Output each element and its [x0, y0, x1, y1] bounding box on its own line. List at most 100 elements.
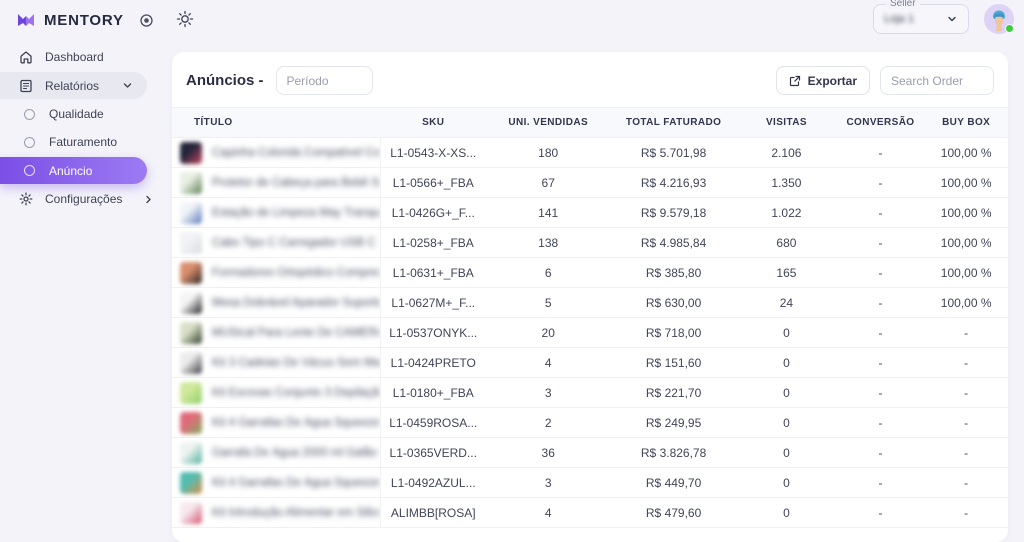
- conversion-cell: -: [878, 355, 883, 370]
- visits-cell: 24: [779, 295, 794, 310]
- product-title: MUSical Para Lente De CÂMERA...: [212, 326, 380, 339]
- buybox-cell: 100,00 %: [940, 145, 992, 160]
- table-row[interactable]: Protetor de Cabeça para Bebê Seg... L1-0…: [172, 167, 1008, 198]
- product-thumbnail: [180, 141, 202, 164]
- product-title: Kit Introdução Alimentar em Silico...: [212, 506, 380, 519]
- report-icon: [18, 78, 33, 93]
- column-header-sku: SKU: [422, 117, 445, 128]
- visits-cell: 165: [776, 265, 797, 280]
- buybox-cell: -: [964, 445, 969, 460]
- home-icon: [18, 50, 33, 65]
- buybox-cell: 100,00 %: [940, 175, 992, 190]
- online-status-dot: [1005, 24, 1014, 33]
- product-title: Protetor de Cabeça para Bebê Seg...: [212, 176, 380, 189]
- sku-cell: L1-0631+_FBA: [392, 265, 474, 280]
- sku-cell: L1-0566+_FBA: [392, 175, 474, 190]
- sidebar-item-faturamento[interactable]: Faturamento: [0, 129, 168, 155]
- mentory-logo-icon: [16, 10, 36, 30]
- table-row[interactable]: Kit Introdução Alimentar em Silico... AL…: [172, 497, 1008, 528]
- units-sold-cell: 5: [544, 295, 552, 310]
- sidebar-item-label: Anúncio: [49, 163, 93, 178]
- gear-icon: [18, 192, 33, 207]
- conversion-cell: -: [878, 265, 883, 280]
- page-title: Anúncios -: [186, 72, 264, 89]
- seller-select[interactable]: Seller Loja 1: [873, 0, 969, 34]
- table-row[interactable]: Kit 4 Garrafas De Água Squeeze Mot... L1…: [172, 407, 1008, 438]
- product-thumbnail: [180, 201, 202, 224]
- sidebar-item-label: Qualidade: [49, 107, 104, 121]
- conversion-cell: -: [878, 235, 883, 250]
- total-revenue-cell: R$ 718,00: [645, 325, 702, 340]
- table-row[interactable]: Cabo Tipo C Carregador USB C 1M... L1-02…: [172, 227, 1008, 258]
- units-sold-cell: 67: [541, 175, 555, 190]
- product-thumbnail: [180, 321, 202, 344]
- units-sold-cell: 2: [544, 415, 552, 430]
- visits-cell: 0: [783, 475, 790, 490]
- sku-cell: L1-0627M+_F...: [391, 295, 476, 310]
- conversion-cell: -: [878, 175, 883, 190]
- table-row[interactable]: Estação de Limpeza May Tranqui... L1-042…: [172, 197, 1008, 228]
- circle-icon: [22, 107, 37, 122]
- sidebar-collapse-icon[interactable]: [136, 10, 156, 30]
- seller-label: Seller: [886, 0, 920, 9]
- brand-name: MENTORY: [44, 11, 124, 29]
- column-header-titulo: Título: [194, 117, 233, 128]
- table-row[interactable]: MUSical Para Lente De CÂMERA... L1-0537O…: [172, 317, 1008, 348]
- buybox-cell: -: [964, 505, 969, 520]
- units-sold-cell: 20: [541, 325, 555, 340]
- product-title: Kit 4 Garrafas De Água Squeeze Mot...: [212, 416, 380, 429]
- table-row[interactable]: Kit 4 Garrafas De Água Squeeze Sq... L1-…: [172, 467, 1008, 498]
- table-row[interactable]: Kit 3 Cadeias De Vácuo Sem Marca... L1-0…: [172, 347, 1008, 378]
- circle-icon: [22, 163, 37, 178]
- column-header-conversao: Conversão: [846, 117, 915, 128]
- total-revenue-cell: R$ 449,70: [645, 475, 702, 490]
- user-avatar[interactable]: [984, 4, 1014, 34]
- table-row[interactable]: Capinha Colorida Compatível Com i... L1-…: [172, 137, 1008, 168]
- buybox-cell: 100,00 %: [940, 265, 992, 280]
- column-header-total-faturado: Total Faturado: [625, 117, 722, 128]
- table-row[interactable]: Mesa Dobrável Aparador Suporte No... L1-…: [172, 287, 1008, 318]
- total-revenue-cell: R$ 5.701,98: [640, 145, 707, 160]
- conversion-cell: -: [878, 505, 883, 520]
- export-button[interactable]: Exportar: [775, 66, 870, 95]
- units-sold-cell: 180: [538, 145, 559, 160]
- visits-cell: 680: [776, 235, 797, 250]
- table-body: Capinha Colorida Compatível Com i... L1-…: [172, 137, 1008, 528]
- sku-cell: L1-0537ONYK...: [389, 325, 478, 340]
- units-sold-cell: 3: [544, 475, 552, 490]
- product-thumbnail: [180, 501, 202, 524]
- chevron-down-icon: [122, 80, 133, 91]
- period-input[interactable]: [275, 66, 373, 95]
- sku-cell: L1-0365VERD...: [389, 445, 477, 460]
- table-row[interactable]: Formadores Ortopédico Compress... L1-063…: [172, 257, 1008, 288]
- sidebar-item-anuncio[interactable]: Anúncio: [0, 157, 147, 184]
- conversion-cell: -: [878, 445, 883, 460]
- product-thumbnail: [180, 381, 202, 404]
- units-sold-cell: 4: [544, 505, 552, 520]
- visits-cell: 0: [783, 445, 790, 460]
- theme-toggle-sun-icon[interactable]: [176, 10, 196, 30]
- sku-cell: L1-0424PRETO: [390, 355, 476, 370]
- conversion-cell: -: [878, 145, 883, 160]
- table-row[interactable]: Kit Escovas Conjunto 3 Depilação F... L1…: [172, 377, 1008, 408]
- product-title: Cabo Tipo C Carregador USB C 1M...: [212, 236, 380, 249]
- units-sold-cell: 4: [544, 355, 552, 370]
- sidebar-item-configuracoes[interactable]: Configurações: [0, 186, 168, 212]
- conversion-cell: -: [878, 415, 883, 430]
- export-icon: [789, 75, 801, 87]
- total-revenue-cell: R$ 479,60: [645, 505, 702, 520]
- conversion-cell: -: [878, 475, 883, 490]
- chevron-right-icon: [143, 194, 154, 205]
- column-header-buy-box: Buy Box: [942, 117, 991, 128]
- table-row[interactable]: Garrafa De Água 2000 ml Galão Co... L1-0…: [172, 437, 1008, 468]
- product-thumbnail: [180, 471, 202, 494]
- sidebar-item-dashboard[interactable]: Dashboard: [0, 44, 168, 70]
- conversion-cell: -: [878, 295, 883, 310]
- sidebar-item-qualidade[interactable]: Qualidade: [0, 101, 168, 127]
- units-sold-cell: 3: [544, 385, 552, 400]
- sidebar-item-relatorios[interactable]: Relatórios: [0, 72, 147, 99]
- total-revenue-cell: R$ 221,70: [645, 385, 702, 400]
- buybox-cell: -: [964, 355, 969, 370]
- search-order-input[interactable]: [880, 66, 994, 95]
- sku-cell: L1-0426G+_F...: [391, 205, 475, 220]
